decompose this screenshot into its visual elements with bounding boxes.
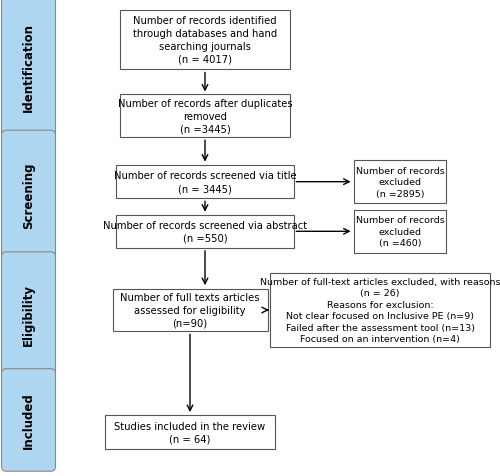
Text: Number of records
excluded
(n =460): Number of records excluded (n =460) [356, 216, 444, 248]
Text: Screening: Screening [22, 162, 35, 228]
Text: Number of records screened via title
(n = 3445): Number of records screened via title (n … [114, 171, 296, 194]
Text: Number of records screened via abstract
(n =550): Number of records screened via abstract … [103, 220, 307, 243]
FancyBboxPatch shape [116, 215, 294, 248]
FancyBboxPatch shape [354, 161, 446, 204]
FancyBboxPatch shape [120, 95, 290, 138]
Text: Identification: Identification [22, 23, 35, 112]
Text: Studies included in the review
(n = 64): Studies included in the review (n = 64) [114, 421, 266, 444]
Text: Number of full texts articles
assessed for eligibility
(n=90): Number of full texts articles assessed f… [120, 293, 260, 328]
Text: Number of records identified
through databases and hand
searching journals
(n = : Number of records identified through dat… [133, 16, 277, 65]
FancyBboxPatch shape [116, 166, 294, 199]
Text: Eligibility: Eligibility [22, 283, 35, 345]
Text: Number of records
excluded
(n =2895): Number of records excluded (n =2895) [356, 167, 444, 198]
FancyBboxPatch shape [2, 252, 56, 376]
FancyBboxPatch shape [2, 0, 56, 138]
FancyBboxPatch shape [120, 10, 290, 70]
FancyBboxPatch shape [112, 289, 268, 332]
Text: Included: Included [22, 392, 35, 448]
Text: Number of full-text articles excluded, with reasons
(n = 26)
Reasons for exclusi: Number of full-text articles excluded, w… [260, 278, 500, 343]
FancyBboxPatch shape [2, 369, 56, 471]
FancyBboxPatch shape [105, 416, 275, 449]
FancyBboxPatch shape [354, 210, 446, 253]
Text: Number of records after duplicates
removed
(n =3445): Number of records after duplicates remov… [118, 99, 292, 134]
FancyBboxPatch shape [270, 273, 490, 347]
FancyBboxPatch shape [2, 131, 56, 259]
